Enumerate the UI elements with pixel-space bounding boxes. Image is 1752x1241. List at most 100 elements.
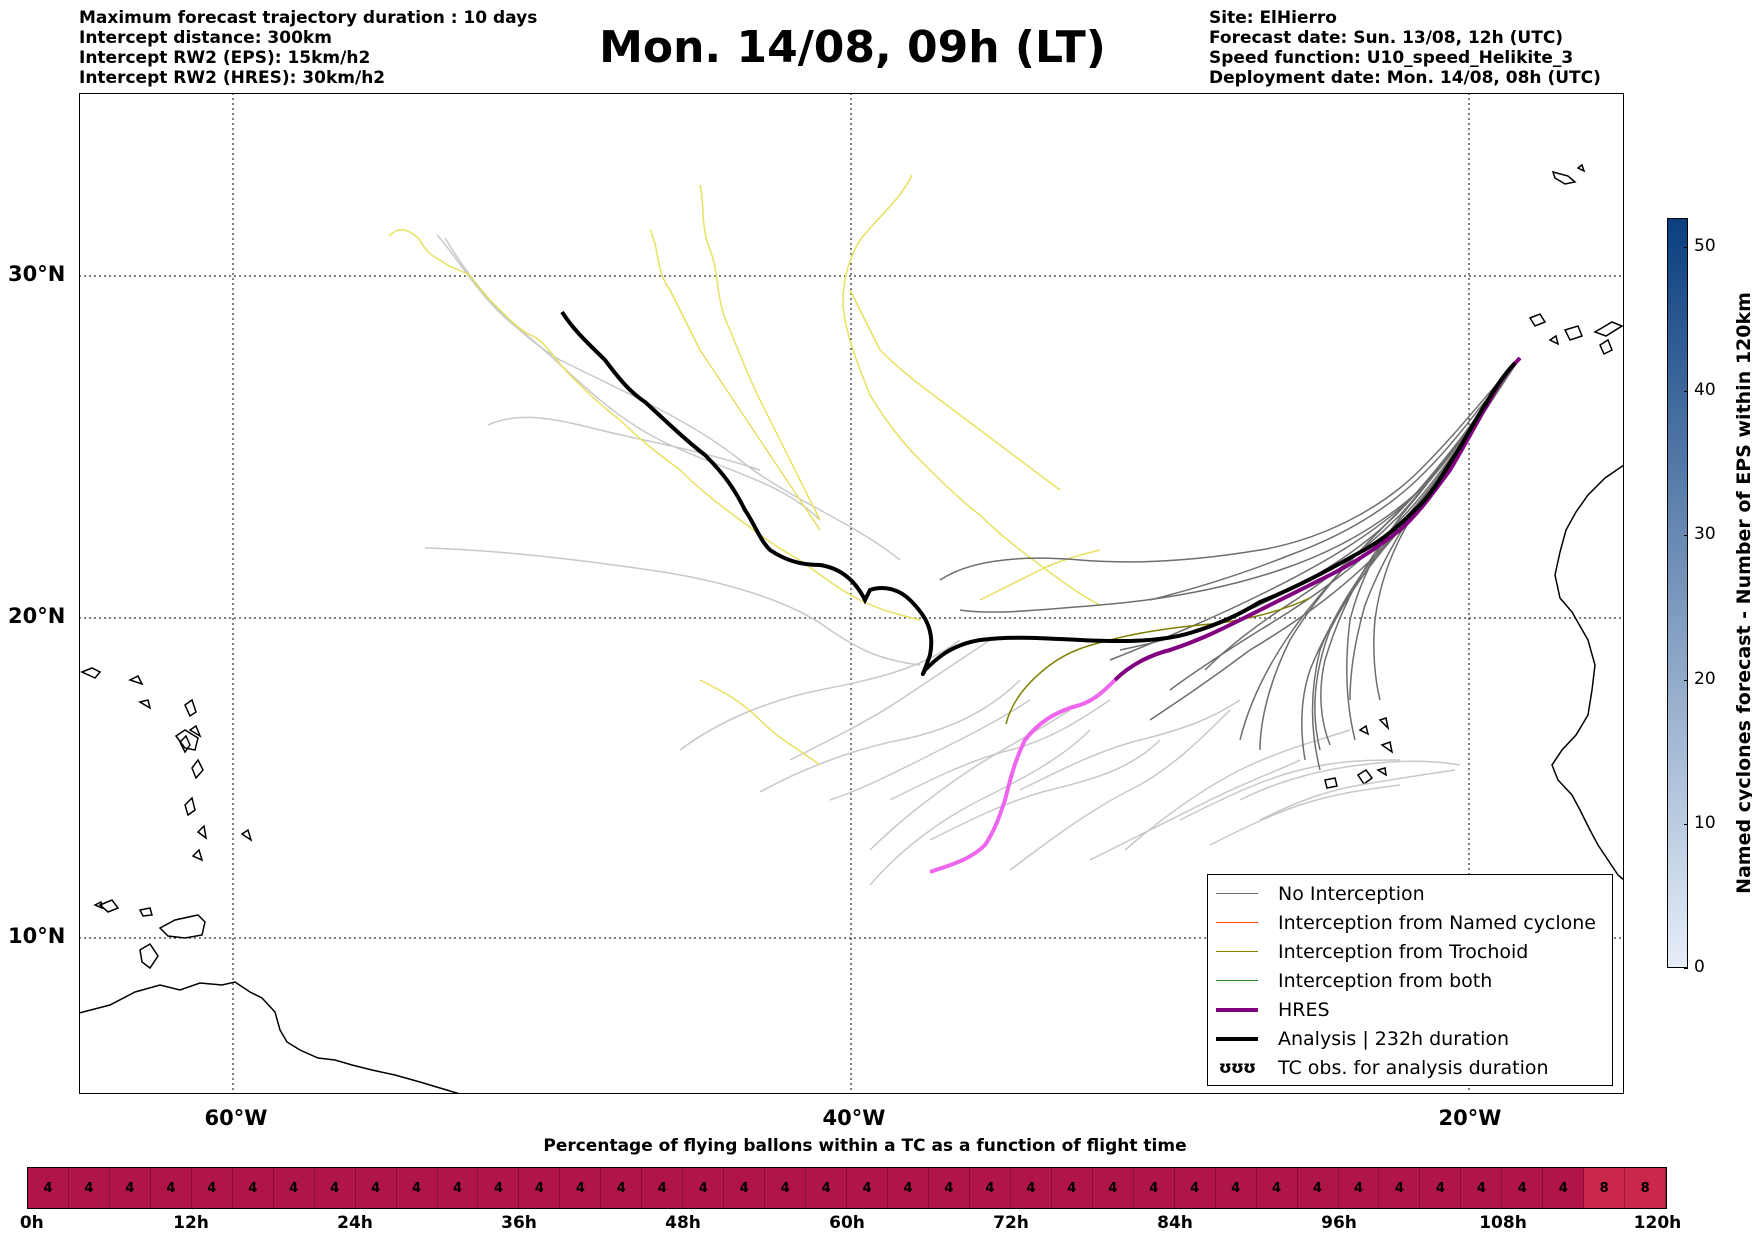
strip-cell: 8 [1625,1168,1667,1208]
strip-cell: 4 [1256,1168,1298,1208]
legend-swatch: ʊʊʊ [1214,1058,1260,1078]
tc-obs-track [388,229,921,621]
legend-swatch [1214,979,1260,982]
time-label: 48h [665,1213,701,1233]
lat-label-10n: 10°N [8,924,66,948]
speed-function-text: Speed function: U10_speed_Helikite_3 [1209,48,1574,68]
strip-title: Percentage of flying ballons within a TC… [543,1136,1187,1156]
ensemble-track [1149,357,1521,601]
time-label: 84h [1157,1213,1193,1233]
colorbar-label: Named cyclones forecast - Number of EPS … [1733,292,1752,894]
tc-obs-track [849,289,1061,491]
strip-cell: 4 [1297,1168,1339,1208]
site-text: Site: ElHierro [1209,8,1337,28]
faded-track [1259,769,1456,821]
coast-cape-verde [1324,717,1394,789]
page-title: Mon. 14/08, 09h (LT) [599,22,1106,73]
time-label: 24h [337,1213,373,1233]
ensemble-track [1119,357,1521,651]
time-label: 96h [1321,1213,1357,1233]
legend-item: Analysis | 232h duration [1208,1024,1612,1053]
tc-obs-track [699,679,821,766]
strip-cell: 4 [724,1168,766,1208]
faded-track [424,547,921,666]
strip-cell: 4 [969,1168,1011,1208]
analysis-track [560,310,1517,676]
strip-cell: 4 [1215,1168,1257,1208]
strip-cell: 4 [888,1168,929,1208]
strip-cell: 4 [683,1168,725,1208]
ensemble-faded-tracks [424,234,1461,886]
lat-label-30n: 30°N [8,262,66,286]
faded-track [929,739,1161,841]
time-label: 36h [501,1213,537,1233]
strip-cell: 4 [1420,1168,1462,1208]
ensemble-track [1300,357,1521,761]
ensemble-track [1169,357,1521,691]
strip-cell: 4 [355,1168,397,1208]
intercept-hres-text: Intercept RW2 (HRES): 30km/h2 [79,68,386,88]
colorbar-tick-label: 10 [1694,812,1716,833]
strip-cell: 4 [806,1168,848,1208]
legend-label: HRES [1278,998,1330,1021]
header-left-info: Maximum forecast trajectory duration : 1… [79,8,537,88]
strip-cell: 4 [765,1168,807,1208]
cyclone-colorbar [1667,218,1688,968]
legend-swatch [1214,950,1260,953]
coast-caribbean-arc [179,734,208,862]
legend-item: Interception from Trochoid [1208,937,1612,966]
faded-track [889,699,1111,801]
legend-label: TC obs. for analysis duration [1278,1056,1549,1079]
legend-label: No Interception [1278,882,1425,905]
coast-trinidad [158,914,206,939]
strip-cell: 4 [1502,1168,1544,1208]
legend-label: Analysis | 232h duration [1278,1027,1510,1050]
intercept-distance-text: Intercept distance: 300km [79,28,332,48]
faded-track [789,639,991,761]
faded-track [1124,729,1351,851]
strip-cell: 4 [1092,1168,1134,1208]
legend-item: HRES [1208,995,1612,1024]
lat-label-20n: 20°N [8,604,66,628]
tc-obs-track [842,174,1101,606]
strip-cell: 4 [1174,1168,1216,1208]
strip-cell: 4 [642,1168,684,1208]
tc-obs-track [649,229,821,531]
tc-obs-tracks [388,174,1101,766]
strip-cell: 4 [150,1168,192,1208]
colorbar-tick-label: 40 [1694,380,1716,401]
faded-track [829,699,1031,801]
map-legend: No Interception Interception from Named c… [1207,874,1613,1086]
faded-track [487,416,761,471]
forecast-date-text: Forecast date: Sun. 13/08, 12h (UTC) [1209,28,1564,48]
faded-track [1179,759,1401,821]
time-label: 0h [19,1213,44,1233]
faded-track [869,709,1071,851]
strip-cell: 4 [232,1168,274,1208]
faded-track [759,679,1021,793]
map-content [79,93,1624,1094]
faded-track [679,639,961,751]
legend-item: Interception from Named cyclone [1208,908,1612,937]
strip-cell: 4 [519,1168,561,1208]
colorbar-tick-mark [1684,246,1688,248]
coastlines [79,163,1624,1094]
ensemble-track [1109,357,1521,661]
faded-track [1239,760,1461,801]
colorbar-tick-mark [1684,535,1688,537]
strip-cell: 4 [314,1168,356,1208]
strip-cell: 4 [928,1168,970,1208]
strip-cell: 4 [68,1168,110,1208]
legend-label: Interception from Named cyclone [1278,911,1596,934]
strip-cell: 4 [28,1168,69,1208]
intercept-eps-text: Intercept RW2 (EPS): 15km/h2 [79,48,371,68]
strip-cell: 8 [1584,1168,1626,1208]
header-right-info: Site: ElHierro Forecast date: Sun. 13/08… [1209,8,1601,88]
coast-west-africa [1551,464,1624,881]
deployment-date-text: Deployment date: Mon. 14/08, 08h (UTC) [1209,68,1601,88]
legend-swatch [1214,1036,1260,1041]
coast-guadeloupe [174,729,199,751]
colorbar-tick-mark [1684,391,1688,393]
coast-madeira [1551,163,1586,185]
